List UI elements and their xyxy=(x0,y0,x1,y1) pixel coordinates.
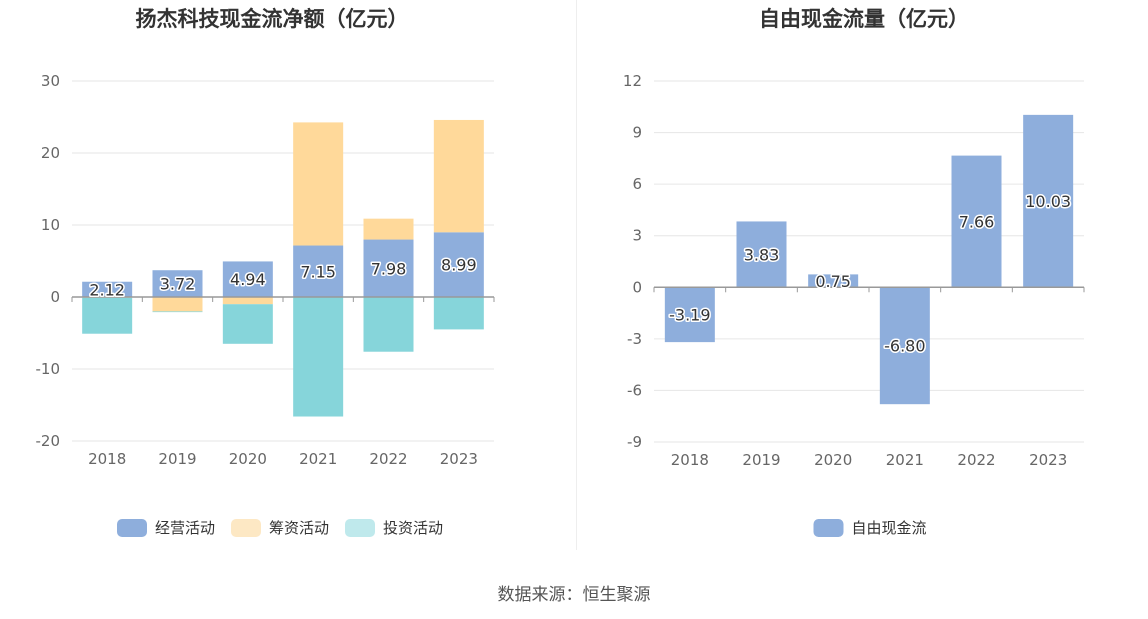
legend-swatch-0 xyxy=(813,519,844,537)
bar-2018-series-2 xyxy=(82,297,133,334)
bar-2019-series-0 xyxy=(152,270,203,297)
y-tick-label: 9 xyxy=(632,124,642,142)
x-tick-label: 2022 xyxy=(957,451,995,469)
data-label: 8.99 xyxy=(441,256,477,275)
data-label: -3.19 xyxy=(669,306,710,325)
x-tick-label: 2021 xyxy=(299,450,337,468)
x-tick-label: 2023 xyxy=(1029,451,1067,469)
y-tick-label: 10 xyxy=(41,216,60,234)
data-label: 0.75 xyxy=(815,272,851,291)
y-tick-label: -3 xyxy=(627,330,642,348)
bar-2020-series-1 xyxy=(222,297,273,305)
data-label: 7.98 xyxy=(371,259,407,278)
legend-label: 自由现金流 xyxy=(852,519,927,537)
bar-2022-series-0 xyxy=(951,155,1002,288)
bar-2022-series-2 xyxy=(363,297,414,352)
y-tick-label: 0 xyxy=(50,288,60,306)
y-tick-label: 20 xyxy=(41,144,60,162)
bar-2018-series-0 xyxy=(664,287,715,343)
y-tick-label: -10 xyxy=(36,360,61,378)
data-label: 2.12 xyxy=(89,280,125,299)
y-tick-label: -9 xyxy=(627,433,642,451)
bar-2021-series-0 xyxy=(293,245,344,297)
bar-2020-series-2 xyxy=(222,304,273,344)
x-tick-label: 2019 xyxy=(158,450,196,468)
x-tick-label: 2018 xyxy=(671,451,709,469)
y-tick-label: 3 xyxy=(632,227,642,245)
x-tick-label: 2020 xyxy=(814,451,852,469)
x-tick-label: 2019 xyxy=(742,451,780,469)
cash-flow-net-chart: 扬杰科技现金流净额（亿元） -20 -10 0 10 20 30 2018 2019 2020 20… xyxy=(36,7,495,537)
x-tick-label: 2018 xyxy=(88,450,126,468)
data-label: 7.66 xyxy=(959,212,995,231)
bar-2023-series-1 xyxy=(433,119,484,233)
bar-2021-series-0 xyxy=(879,287,930,405)
free-cash-flow-chart: 自由现金流量（亿元） -9 -6 -3 0 3 6 9 12 2018 2019 2020 2021 20… xyxy=(623,7,1085,537)
chart-title: 扬杰科技现金流净额（亿元） xyxy=(136,7,409,31)
data-label: 7.15 xyxy=(300,262,336,281)
x-tick-label: 2023 xyxy=(440,450,478,468)
bar-2019-series-1 xyxy=(152,297,203,312)
legend-swatch-1 xyxy=(231,519,261,537)
y-tick-label: 0 xyxy=(632,278,642,296)
y-tick-label: 30 xyxy=(41,72,60,90)
data-label: 3.72 xyxy=(160,275,196,294)
x-tick-label: 2020 xyxy=(229,450,267,468)
data-label: 3.83 xyxy=(744,245,780,264)
bar-2020-series-0 xyxy=(222,261,273,297)
bar-2022-series-1 xyxy=(363,218,414,240)
data-label: -6.80 xyxy=(884,337,925,356)
bar-2019-series-0 xyxy=(736,221,787,288)
bar-2021-series-2 xyxy=(293,297,344,417)
data-label: 4.94 xyxy=(230,270,266,289)
bar-2018-series-0 xyxy=(82,281,133,297)
legend-label: 筹资活动 xyxy=(269,519,329,537)
x-tick-label: 2022 xyxy=(369,450,407,468)
y-tick-label: 12 xyxy=(623,72,642,90)
y-tick-label: -20 xyxy=(36,432,61,450)
chart-title: 自由现金流量（亿元） xyxy=(759,7,969,31)
bar-2019-series-2 xyxy=(152,311,203,313)
panel-divider xyxy=(576,0,577,550)
y-tick-label: -6 xyxy=(627,381,642,399)
bar-2020-series-0 xyxy=(808,274,859,288)
legend-label: 投资活动 xyxy=(383,519,443,537)
legend-label: 经营活动 xyxy=(155,519,215,537)
bar-2022-series-0 xyxy=(363,239,414,297)
bar-2023-series-2 xyxy=(433,297,484,330)
bar-2021-series-1 xyxy=(293,122,344,246)
bar-2023-series-0 xyxy=(1023,114,1074,288)
source-label: 数据来源：恒生聚源 xyxy=(497,585,651,605)
x-tick-label: 2021 xyxy=(886,451,924,469)
legend-swatch-0 xyxy=(117,519,147,537)
y-tick-label: 6 xyxy=(632,175,642,193)
data-label: 10.03 xyxy=(1025,192,1071,211)
legend-swatch-2 xyxy=(345,519,375,537)
bar-2023-series-0 xyxy=(433,232,484,297)
